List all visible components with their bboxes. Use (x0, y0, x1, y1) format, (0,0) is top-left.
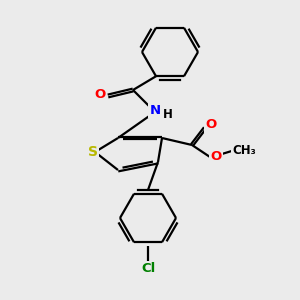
Text: O: O (206, 118, 217, 131)
Text: N: N (149, 103, 161, 116)
Text: H: H (163, 107, 173, 121)
Text: CH₃: CH₃ (232, 143, 256, 157)
Text: O: O (210, 151, 222, 164)
Text: S: S (88, 145, 98, 159)
Text: O: O (94, 88, 106, 101)
Text: Cl: Cl (141, 262, 155, 275)
